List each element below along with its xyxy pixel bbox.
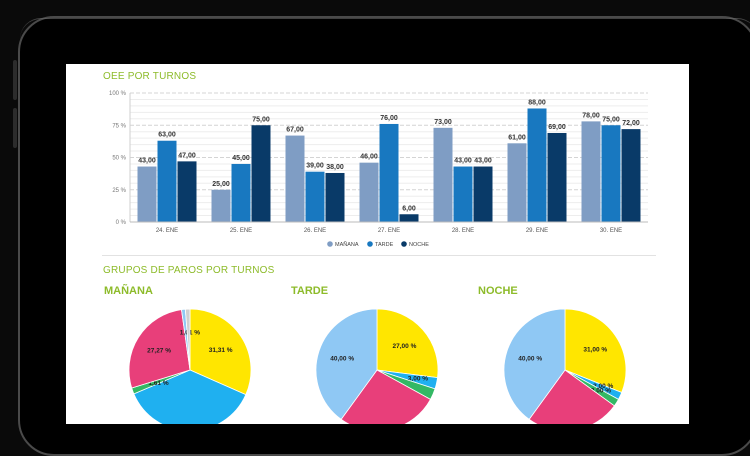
pie-slice — [503, 308, 566, 420]
bar-data-label: 39,00 — [306, 163, 324, 170]
bar-data-label: 72,00 — [622, 120, 640, 127]
paros-section-title: GRUPOS DE PAROS POR TURNOS — [103, 265, 275, 276]
oee-bar-chart: 0 % 25 % 50 % 75 % 100 % 43,00 63,00 47,00 24. E… — [109, 91, 648, 248]
pie-slice-label: 31,00 % — [583, 346, 607, 353]
bar-noche — [325, 172, 345, 222]
pie-slice — [564, 308, 627, 393]
bar-tarde — [453, 166, 473, 222]
pie-title-tarde: TARDE — [291, 285, 329, 297]
y-tick-label: 100 % — [109, 91, 127, 97]
bar-mañana — [285, 135, 305, 222]
bar-data-label: 47,00 — [178, 152, 196, 159]
pie-title-noche: NOCHE — [478, 285, 518, 297]
legend-label: TARDE — [375, 242, 394, 248]
pie-slice-label: 2,00 % — [593, 383, 613, 390]
bar-data-label: 46,00 — [360, 154, 378, 161]
legend-label: NOCHE — [409, 242, 429, 248]
x-tick-label: 27. ENE — [378, 228, 400, 234]
bar-data-label: 43,00 — [138, 158, 156, 165]
pie-slice — [184, 308, 191, 371]
bar-data-label: 43,00 — [454, 158, 472, 165]
bar-data-label: 61,00 — [508, 134, 526, 141]
pie-slice-label: 40,00 % — [518, 356, 542, 363]
y-tick-label: 75 % — [112, 123, 126, 129]
paros-pie-charts: 31,31 %1,61 %27,27 %1,01 %27,00 %3,00 %4… — [128, 308, 627, 424]
bar-data-label: 67,00 — [286, 127, 304, 134]
bar-tarde — [527, 108, 547, 222]
bar-data-label: 69,00 — [548, 124, 566, 131]
dashboard-screen: OEE POR TURNOS 0 % 25 % 50 % 75 % 100 % 43,00… — [66, 64, 689, 424]
bar-data-label: 76,00 — [380, 115, 398, 122]
bar-data-label: 25,00 — [212, 181, 230, 188]
bar-noche — [251, 125, 271, 222]
oee-chart-title: OEE POR TURNOS — [103, 71, 197, 82]
bar-noche — [473, 166, 493, 222]
bar-tarde — [379, 123, 399, 222]
pie-slice — [315, 308, 378, 420]
pie-title-manana: MAÑANA — [104, 285, 153, 297]
x-tick-label: 26. ENE — [304, 228, 326, 234]
bar-mañana — [137, 166, 157, 222]
volume-down-button — [13, 108, 17, 148]
x-tick-label: 25. ENE — [230, 228, 252, 234]
pie-slice-label: 40,00 % — [330, 356, 354, 363]
legend-marker — [401, 241, 407, 247]
x-tick-label: 29. ENE — [526, 228, 548, 234]
bar-data-label: 75,00 — [602, 116, 620, 123]
pie-slice-label: 3,00 % — [408, 375, 428, 382]
bar-data-label: 6,00 — [402, 205, 416, 212]
pie-slice — [376, 308, 439, 379]
bar-noche — [547, 132, 567, 222]
bar-data-label: 73,00 — [434, 119, 452, 126]
bar-data-label: 78,00 — [582, 112, 600, 119]
bar-tarde — [157, 140, 177, 222]
pie-slice-label: 2,00 % — [591, 387, 611, 394]
bar-data-label: 38,00 — [326, 164, 344, 171]
bar-tarde — [231, 163, 251, 222]
legend-marker — [327, 241, 333, 247]
bar-noche — [399, 214, 419, 222]
bar-noche — [621, 129, 641, 222]
section-divider — [102, 255, 656, 256]
legend-marker — [367, 241, 373, 247]
bar-mañana — [359, 162, 379, 222]
y-tick-label: 50 % — [112, 156, 126, 162]
bar-tarde — [305, 171, 325, 222]
pie-slice — [133, 369, 247, 424]
y-tick-label: 0 % — [116, 220, 127, 226]
bar-tarde — [601, 125, 621, 222]
volume-up-button — [13, 60, 17, 100]
pie-slice-label: 1,61 % — [148, 380, 168, 387]
bar-data-label: 43,00 — [474, 158, 492, 165]
legend-label: MAÑANA — [335, 241, 359, 248]
y-tick-label: 25 % — [112, 188, 126, 194]
bar-mañana — [211, 189, 231, 222]
bar-data-label: 88,00 — [528, 99, 546, 106]
pie-slice-label: 31,31 % — [209, 347, 233, 354]
pie-slice-label: 27,27 % — [147, 347, 171, 354]
bar-data-label: 45,00 — [232, 155, 250, 162]
bezel-highlight — [20, 18, 750, 39]
pie-slice — [189, 308, 252, 396]
bar-mañana — [433, 127, 453, 222]
pie-slice — [128, 309, 191, 389]
x-tick-label: 24. ENE — [156, 228, 178, 234]
bar-data-label: 75,00 — [252, 116, 270, 123]
bar-data-label: 63,00 — [158, 132, 176, 139]
bar-mañana — [581, 121, 601, 222]
x-tick-label: 30. ENE — [600, 228, 622, 234]
x-tick-label: 28. ENE — [452, 228, 474, 234]
bar-mañana — [507, 143, 527, 222]
bar-noche — [177, 161, 197, 222]
pie-slice-label: 27,00 % — [393, 343, 417, 350]
